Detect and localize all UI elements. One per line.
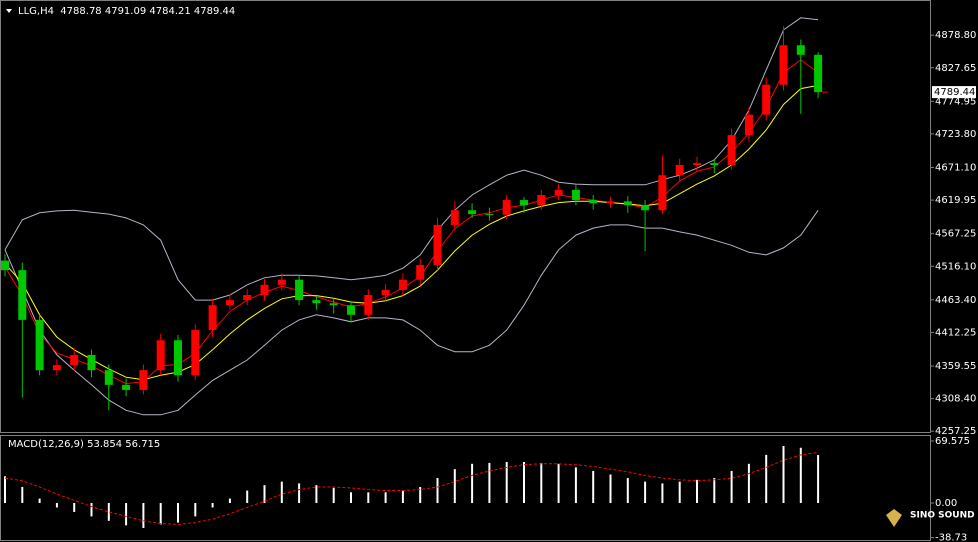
candle-body	[779, 45, 788, 85]
candle-body	[347, 305, 355, 315]
candle-body	[381, 289, 390, 296]
candle-body	[520, 200, 528, 206]
y-tick-label: 4412.25	[935, 327, 976, 338]
candle-body	[727, 135, 736, 166]
candle-body	[87, 354, 96, 371]
y-tick-label: 4723.80	[935, 129, 976, 140]
signal-line	[4, 452, 819, 525]
candle-body	[70, 354, 79, 366]
candle-body	[485, 214, 494, 216]
candle-body	[295, 279, 304, 301]
candle-body	[52, 365, 61, 371]
candle-body	[243, 295, 252, 301]
candle-body	[641, 205, 650, 211]
y-tick-label: 4878.80	[935, 30, 976, 41]
candle-body	[502, 200, 511, 215]
y-tick-label: 4257.25	[935, 426, 976, 437]
candle-body	[139, 370, 148, 390]
candle-body	[571, 189, 580, 201]
logo: SINO SOUND	[886, 509, 975, 527]
candle-body	[35, 319, 44, 371]
y-tick-label: 4619.95	[935, 195, 976, 206]
candle-body	[277, 279, 286, 285]
y-tick-label: 4671.10	[935, 163, 976, 174]
candle-body	[260, 284, 269, 296]
y-tick-label: 4567.25	[935, 229, 976, 240]
candle-body	[18, 270, 27, 320]
candle-body	[398, 279, 407, 290]
y-tick-label: -38.73	[935, 533, 967, 542]
macd-title: MACD(12,26,9) 53.854 56.715	[8, 439, 160, 450]
last-price-tag	[932, 86, 976, 99]
candle-body	[814, 54, 823, 93]
candle-body	[693, 163, 701, 166]
candle-body	[675, 165, 684, 176]
chart-title: LLG,H4 4788.78 4791.09 4784.21 4789.44	[18, 6, 235, 17]
candle-body	[191, 330, 200, 376]
menu-arrow	[6, 9, 12, 13]
y-tick-label: 4463.40	[935, 295, 976, 306]
macd-panel-frame	[0, 435, 931, 541]
candle-body	[450, 210, 459, 225]
candle-body	[589, 200, 598, 204]
candle-body	[104, 370, 113, 385]
y-tick-label: 69.575	[935, 436, 970, 447]
candle-body	[364, 295, 373, 315]
y-tick-label: 4774.95	[935, 96, 976, 107]
watermark: SINO SOUND	[910, 511, 975, 521]
candle-body	[122, 384, 131, 390]
candle-body	[312, 300, 321, 304]
main-panel-frame	[0, 0, 931, 433]
y-tick-label: 4359.55	[935, 361, 976, 372]
candle-body	[174, 340, 182, 376]
candle-body	[329, 303, 338, 306]
candle-body	[1, 260, 9, 271]
candle-body	[710, 163, 719, 166]
candle-body	[623, 201, 632, 206]
candle-body	[416, 265, 425, 280]
candle-body	[762, 84, 771, 115]
y-tick-label: 4516.10	[935, 261, 976, 272]
candle-body	[433, 224, 442, 266]
candle-body	[606, 201, 615, 204]
candle-body	[468, 210, 477, 215]
candle-body	[537, 194, 546, 206]
candle-body	[225, 300, 234, 306]
indicator-line	[4, 210, 819, 416]
candle-body	[744, 114, 753, 136]
candle-body	[156, 340, 165, 371]
logo-icon	[886, 509, 902, 527]
candle-body	[554, 189, 563, 195]
candle-body	[208, 305, 217, 331]
y-tick-label: 4827.65	[935, 63, 976, 74]
y-tick-label: 4308.40	[935, 394, 976, 405]
candle-body	[796, 45, 805, 55]
last-price-label: 4789.44	[934, 87, 975, 98]
candle-body	[658, 175, 667, 211]
y-tick-label: 0.00	[935, 498, 957, 509]
